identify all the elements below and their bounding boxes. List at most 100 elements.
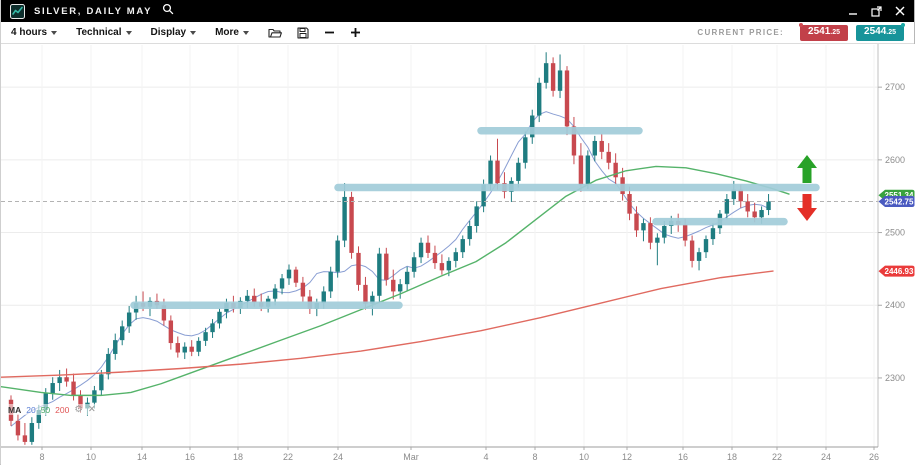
candle-body (495, 160, 500, 184)
price-tick-label: 2600 (885, 155, 905, 165)
price-label-text: 2551.34 (885, 191, 914, 200)
app-logo-icon (10, 3, 25, 19)
candle-body (398, 284, 403, 292)
zoom-in-icon[interactable] (350, 27, 361, 38)
time-tick-label: 18 (727, 452, 737, 462)
candle-body (64, 377, 69, 382)
up-arrow-stem (802, 168, 812, 183)
time-tick-label: 26 (869, 452, 879, 462)
price-label-badge (878, 265, 915, 277)
candle-body (57, 377, 62, 384)
candle-body (404, 271, 410, 285)
candle-body (634, 213, 639, 231)
ma50-line (1, 165, 790, 397)
time-tick-label: 8 (532, 452, 537, 462)
ma-period-20: 20 (26, 404, 36, 415)
search-icon[interactable] (162, 2, 174, 20)
more-menu-label: More (215, 27, 239, 38)
candle-body (724, 199, 730, 214)
ma-settings-gear-icon[interactable]: ⚙ (74, 404, 83, 415)
popout-window-icon[interactable] (871, 5, 882, 17)
candle-body (71, 381, 76, 396)
technical-menu-label: Technical (76, 27, 122, 38)
candle-body (196, 340, 201, 352)
chart-title: SILVER, DAILY MAY (34, 5, 153, 17)
ma-period-200: 200 (55, 404, 70, 415)
candle-body (384, 253, 389, 280)
more-menu[interactable]: More (215, 27, 249, 38)
candle-body (182, 346, 187, 353)
candle-body (703, 239, 709, 253)
price-tick-label: 2500 (885, 228, 905, 238)
candle-body (439, 263, 445, 271)
candle-body (543, 63, 549, 83)
candle-body (217, 311, 222, 324)
price-label-badge (878, 195, 915, 207)
candle-body (286, 269, 292, 279)
close-icon[interactable] (895, 6, 905, 16)
candle-body (189, 346, 194, 352)
candle-body (120, 326, 125, 341)
candle-body (168, 320, 174, 344)
bid-price-badge[interactable]: 2541.25 (799, 22, 849, 41)
time-tick-label: Mar (403, 452, 419, 462)
time-tick-label: 16 (185, 452, 195, 462)
ma-remove-icon[interactable]: ✕ (87, 404, 96, 415)
candle-body (599, 140, 604, 152)
candle-body (175, 343, 180, 353)
price-label-text: 2542.75 (885, 197, 914, 206)
down-arrow-stem (802, 194, 812, 208)
candle-body (245, 295, 250, 301)
candle-body (335, 240, 340, 272)
chevron-down-icon (125, 31, 132, 35)
candle-body (606, 151, 611, 163)
ask-price-frac: .25 (886, 28, 896, 36)
up-arrow-head (797, 155, 817, 168)
candle-body (752, 211, 757, 218)
chevron-down-icon (51, 31, 58, 35)
candle-body (766, 201, 771, 211)
candle-body (411, 257, 417, 272)
ask-price-badge[interactable]: 2544.25 (856, 22, 905, 41)
candle-body (648, 223, 653, 243)
price-tick-label: 2700 (885, 82, 905, 92)
save-icon[interactable] (297, 26, 309, 39)
candle-body (731, 189, 736, 200)
candle-body (321, 291, 326, 304)
candle-body (564, 70, 570, 127)
display-menu[interactable]: Display (151, 27, 197, 38)
candle-body (578, 155, 584, 185)
candle-body (745, 201, 750, 212)
chart-area: 2300 2400 2500 2600 2700 8 10 14 16 18 22 24 Mar 4 8 10… (1, 44, 915, 465)
candle-body (432, 252, 438, 264)
candle-body (203, 332, 208, 341)
time-tick-label: 24 (821, 452, 831, 462)
display-menu-label: Display (150, 27, 187, 38)
candle-body (356, 252, 361, 285)
down-arrow-head (797, 208, 817, 221)
bid-price-frac: .25 (830, 28, 841, 36)
candle-body (557, 70, 563, 91)
candle-body (210, 323, 215, 333)
candle-body (550, 63, 556, 91)
ma-indicator-legend: MA 20 50 200 ⚙ ✕ (6, 404, 98, 415)
minimize-icon[interactable] (848, 6, 858, 16)
title-bar: SILVER, DAILY MAY (1, 0, 914, 22)
open-folder-icon[interactable] (268, 27, 282, 39)
candle-body (92, 390, 97, 403)
time-tick-label: 10 (86, 452, 96, 462)
candle-body (592, 140, 597, 156)
candle-body (22, 435, 28, 442)
candle-body (377, 253, 382, 296)
technical-menu[interactable]: Technical (76, 27, 132, 38)
candle-body (481, 184, 486, 207)
candle-body (15, 420, 21, 436)
candle-body (36, 409, 41, 424)
timeframe-menu[interactable]: 4 hours (11, 27, 58, 38)
candle-body (99, 374, 104, 391)
candle-body (523, 137, 528, 163)
ask-price-whole: 2544 (864, 25, 887, 37)
zoom-out-icon[interactable] (324, 27, 335, 38)
candle-body (613, 162, 618, 178)
price-chart[interactable]: 2300 2400 2500 2600 2700 8 10 14 16 18 22 24 Mar 4 8 10… (1, 44, 915, 465)
